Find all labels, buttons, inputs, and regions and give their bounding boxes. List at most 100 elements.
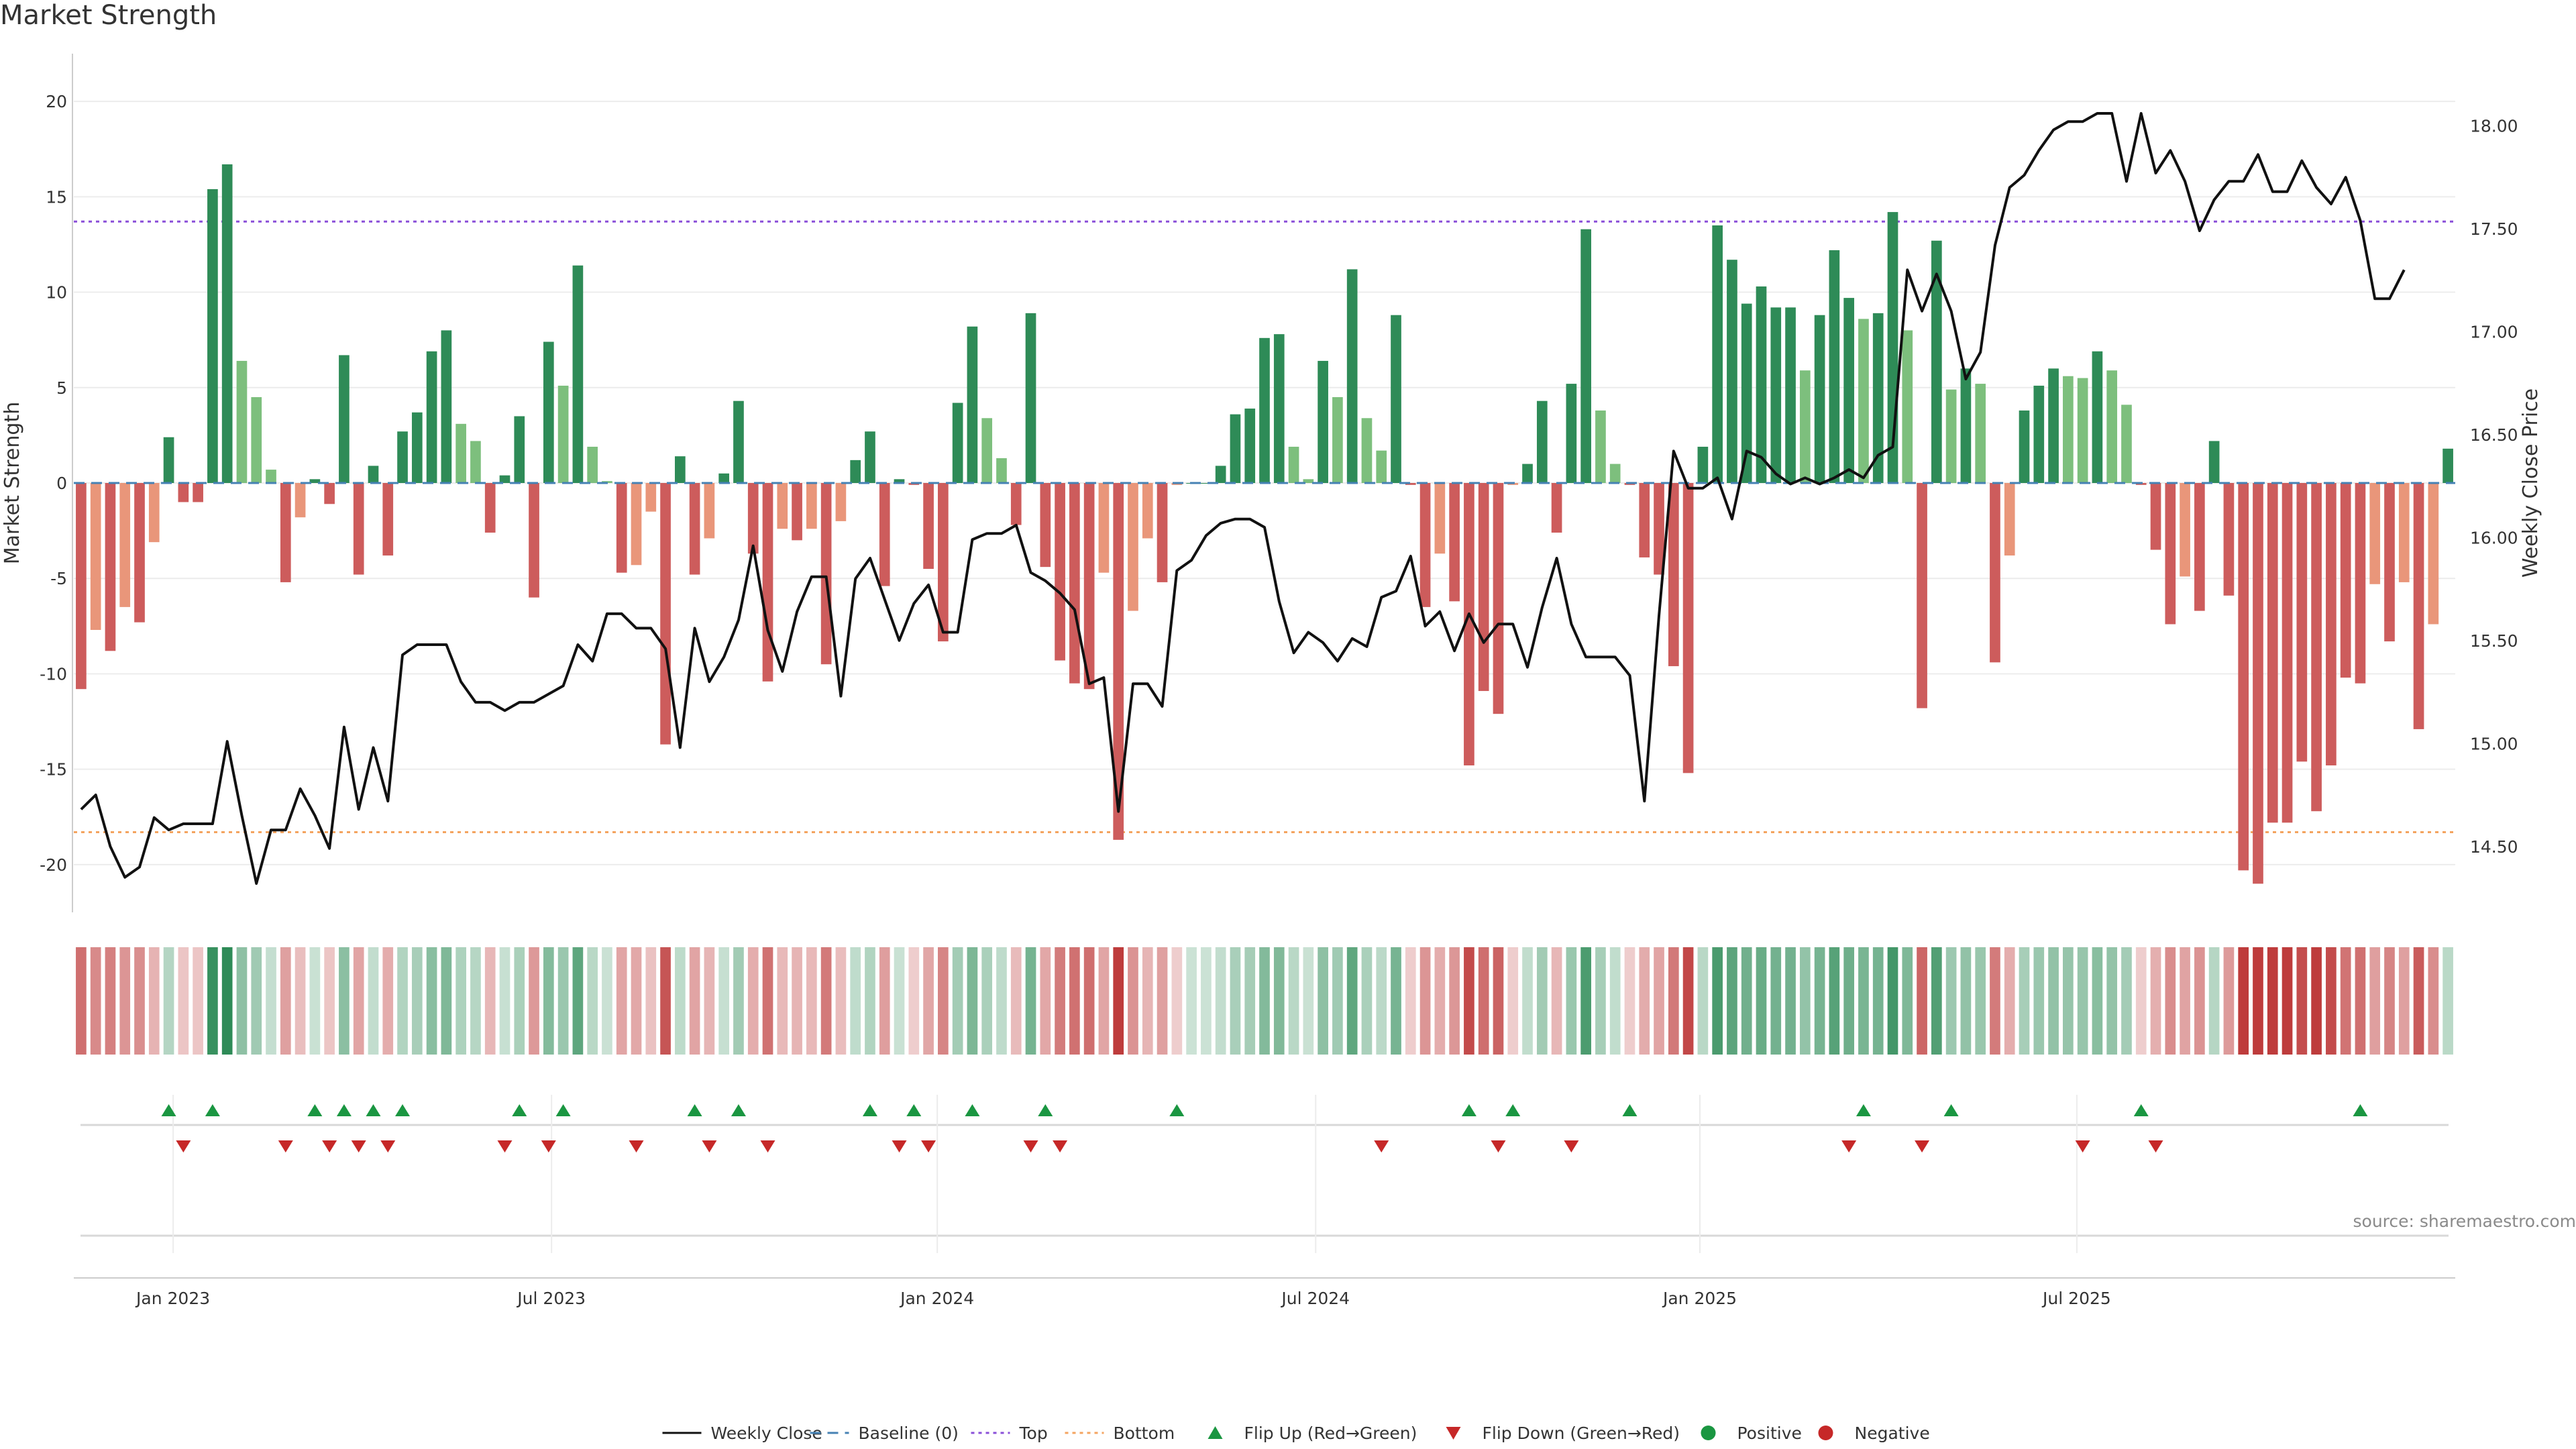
- strength-bar: [2121, 405, 2132, 483]
- heat-strip-cell: [119, 947, 131, 1055]
- chart-legend: Weekly Close Baseline (0) Top Bottom Flip Up…: [662, 1424, 1930, 1443]
- heat-strip-cell: [1128, 947, 1138, 1055]
- y-right-tick-label: 16.00: [2470, 528, 2518, 547]
- heat-strip-cell: [1872, 947, 1884, 1055]
- legend-item: Flip Down (Green→Red): [1446, 1424, 1680, 1443]
- heat-strip-cell: [1201, 947, 1212, 1055]
- heat-strip-cell: [105, 947, 116, 1055]
- strength-bar: [236, 360, 248, 483]
- strength-bar: [543, 341, 554, 483]
- heat-strip-cell: [952, 947, 963, 1055]
- flip-up-marker: [205, 1104, 220, 1116]
- heat-strip-cell: [1960, 947, 1972, 1055]
- heat-strip-cell: [762, 947, 773, 1055]
- heat-strip-cell: [1142, 947, 1153, 1055]
- strength-bar: [1069, 483, 1080, 684]
- strength-bar: [251, 397, 262, 483]
- strength-bar: [397, 431, 408, 483]
- strength-bar: [455, 423, 466, 483]
- heat-strip-cell: [1025, 947, 1036, 1055]
- strength-bar: [865, 431, 875, 483]
- strength-bar: [806, 483, 817, 529]
- heat-strip-cell: [1361, 947, 1373, 1055]
- heat-strip-cell: [163, 947, 174, 1055]
- strength-bar: [2267, 483, 2278, 823]
- strength-bar: [2092, 351, 2103, 483]
- strength-bar: [1405, 483, 1416, 485]
- flip-up-marker: [2133, 1104, 2149, 1116]
- heat-strip-cell: [1975, 947, 1986, 1055]
- heat-strip-cell: [221, 947, 233, 1055]
- heat-strip-cell: [1595, 947, 1606, 1055]
- strength-bar: [1113, 483, 1124, 840]
- heat-strip-cell: [1507, 947, 1519, 1055]
- flip-down-marker: [351, 1140, 366, 1152]
- heat-strip-cell: [1814, 947, 1825, 1055]
- strength-bar: [2238, 483, 2249, 871]
- strength-bar: [689, 483, 700, 575]
- heat-strip-cell: [2180, 947, 2190, 1055]
- heat-strip-cell: [90, 947, 101, 1055]
- strength-bar: [1654, 483, 1664, 575]
- heat-strip-cell: [1069, 947, 1080, 1055]
- strength-bar: [1215, 466, 1226, 483]
- strength-bar: [2019, 410, 2030, 483]
- heat-strip-cell: [747, 947, 759, 1055]
- heat-strip-cell: [76, 947, 87, 1055]
- strength-bar: [1858, 319, 1869, 483]
- heat-strip-cell: [2004, 947, 2015, 1055]
- weekly-close-line: [80, 112, 2406, 885]
- y-left-tick-label: 0: [56, 474, 67, 493]
- heat-strip-cell: [2282, 947, 2293, 1055]
- heat-strip-cell: [1843, 947, 1855, 1055]
- strength-bar: [1741, 303, 1752, 483]
- heat-strip-cell: [251, 947, 262, 1055]
- strength-bar: [1273, 334, 1285, 483]
- heat-strip-cell: [441, 947, 452, 1055]
- y-left-tick-label: -10: [40, 664, 67, 684]
- strength-bar: [1376, 450, 1387, 483]
- x-tick-label: Jan 2023: [135, 1289, 210, 1308]
- strength-bar: [1799, 370, 1811, 483]
- strength-bar: [1142, 483, 1153, 539]
- heat-strip-cell: [499, 947, 511, 1055]
- heat-strip-cell: [148, 947, 160, 1055]
- heat-strip-cell: [1741, 947, 1752, 1055]
- strength-bar: [2033, 385, 2045, 483]
- strength-bar: [1098, 483, 1110, 573]
- y-right-axis-title: Weekly Close Price: [2519, 388, 2542, 578]
- legend-swatch: [1208, 1426, 1223, 1439]
- strength-bar: [1712, 225, 1723, 483]
- strength-bar: [850, 460, 861, 483]
- heat-strip-cell: [324, 947, 335, 1055]
- heat-strip-cell: [339, 947, 350, 1055]
- heat-strip-cell: [1186, 947, 1197, 1055]
- heat-strip-cell: [470, 947, 481, 1055]
- heat-strip-cell: [1945, 947, 1957, 1055]
- legend-label: Positive: [1737, 1424, 1802, 1443]
- heat-strip-cell: [689, 947, 700, 1055]
- legend-label: Baseline (0): [859, 1424, 959, 1443]
- strength-bar: [1697, 446, 1709, 483]
- strength-bar: [2165, 483, 2176, 625]
- strength-bar: [1025, 313, 1036, 483]
- heat-strip-cell: [2135, 947, 2147, 1055]
- heat-strip-cell: [602, 947, 612, 1055]
- heat-strip-cell: [879, 947, 890, 1055]
- legend-swatch: [1446, 1427, 1461, 1440]
- strength-bar: [1536, 400, 1548, 483]
- strength-bar: [1756, 286, 1767, 483]
- heat-strip-cell: [1215, 947, 1226, 1055]
- strength-bar: [1566, 384, 1577, 483]
- heat-strip-cell: [1902, 947, 1913, 1055]
- strength-bar: [2004, 483, 2015, 556]
- strength-bar: [2443, 448, 2453, 483]
- flip-up-marker: [2353, 1104, 2368, 1116]
- strength-bar: [923, 483, 934, 569]
- legend-label: Weekly Close: [711, 1424, 822, 1443]
- heat-strip-cell: [207, 947, 218, 1055]
- strength-bar: [1931, 240, 1942, 483]
- heat-strip-cell: [2063, 947, 2074, 1055]
- strength-bar: [1551, 483, 1562, 533]
- flip-up-marker: [1505, 1104, 1521, 1116]
